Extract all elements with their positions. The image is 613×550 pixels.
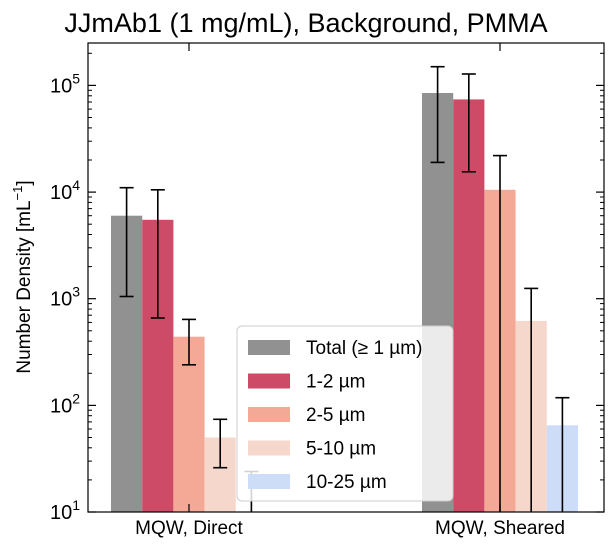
x-tick-label: MQW, Direct bbox=[135, 518, 243, 539]
legend-box bbox=[236, 325, 454, 502]
legend-swatch bbox=[248, 340, 290, 355]
y-axis-label: Number Density [mL−1] bbox=[10, 180, 35, 373]
legend-swatch bbox=[248, 407, 290, 422]
y-tick-label: 101 bbox=[50, 497, 80, 524]
y-tick-label-base: 10 bbox=[50, 75, 72, 97]
legend-label: 2-5 µm bbox=[306, 405, 366, 426]
y-tick-label-base: 10 bbox=[50, 289, 72, 311]
legend-label: 10-25 µm bbox=[306, 472, 387, 493]
legend-label: 5-10 µm bbox=[306, 439, 376, 460]
y-axis-label-main: Number Density [mL bbox=[14, 200, 35, 373]
y-tick-label: 103 bbox=[50, 284, 80, 311]
y-tick-label-exponent: 5 bbox=[72, 70, 80, 86]
y-tick-label-base: 10 bbox=[50, 502, 72, 524]
y-axis-label-close: ] bbox=[14, 180, 35, 185]
y-tick-label-base: 10 bbox=[50, 182, 72, 204]
y-tick-label: 104 bbox=[50, 177, 80, 204]
legend-swatch bbox=[248, 440, 290, 456]
bar bbox=[173, 336, 205, 512]
y-tick-label-base: 10 bbox=[50, 395, 72, 417]
y-tick-label: 102 bbox=[50, 390, 80, 417]
legend-swatch bbox=[248, 373, 290, 389]
legend-label: 1-2 µm bbox=[306, 372, 366, 393]
y-tick-label-exponent: 2 bbox=[72, 390, 80, 406]
x-tick-label: MQW, Sheared bbox=[435, 518, 565, 539]
y-axis-label-superscript: −1 bbox=[10, 186, 25, 201]
legend: Total (≥ 1 µm) 1-2 µm 2-5 µm 5-10 µm 10-25 µ… bbox=[236, 325, 454, 502]
y-tick-label-exponent: 1 bbox=[72, 497, 80, 513]
legend-label: Total (≥ 1 µm) bbox=[306, 338, 422, 359]
y-tick-label-exponent: 4 bbox=[72, 177, 80, 193]
chart-title: JJmAb1 (1 mg/mL), Background, PMMA bbox=[64, 8, 547, 38]
x-axis: MQW, Direct MQW, Sheared bbox=[135, 43, 565, 539]
plot-error-bars bbox=[119, 65, 570, 512]
legend-swatch bbox=[248, 474, 290, 489]
y-tick-label: 105 bbox=[50, 70, 80, 97]
y-tick-label-exponent: 3 bbox=[72, 284, 80, 300]
plot-frame bbox=[87, 42, 605, 513]
